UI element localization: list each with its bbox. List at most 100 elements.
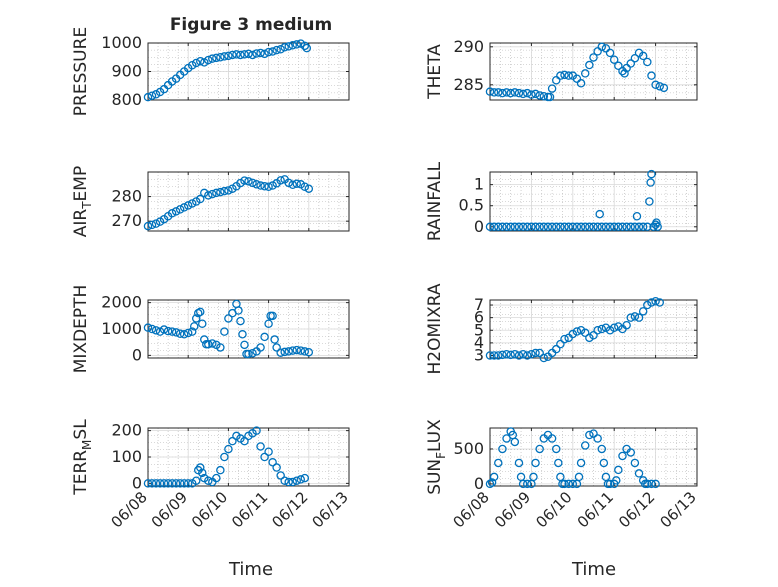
data-point (143, 323, 153, 332)
data-point (643, 479, 652, 489)
data-point (597, 324, 607, 334)
data-point (171, 207, 181, 216)
x-axis-label-right: Time (571, 559, 616, 580)
y-axis-label: PRESSURE (71, 27, 91, 116)
data-point (228, 50, 237, 60)
data-point (634, 469, 644, 478)
y-tick-label: 900 (111, 62, 142, 81)
data-point (543, 222, 553, 232)
data-point (545, 92, 555, 102)
data-point (626, 59, 636, 68)
x-tick-label: 06/12 (268, 488, 311, 531)
data-point (288, 477, 297, 487)
data-point (280, 476, 289, 485)
data-point (292, 40, 301, 49)
y-tick-label: 0 (132, 345, 142, 364)
data-point (514, 222, 524, 232)
data-point (551, 344, 561, 354)
data-point (494, 458, 503, 468)
data-point (292, 345, 301, 355)
data-point (264, 182, 273, 191)
data-point (564, 222, 573, 232)
data-point (272, 463, 281, 472)
subplot-3: 270 280 AIRTEMP (71, 166, 350, 237)
data-point (204, 191, 213, 200)
data-point (171, 479, 181, 488)
data-point (593, 434, 602, 443)
y-tick-label: 800 (111, 90, 142, 109)
data-point (630, 53, 640, 63)
data-point (630, 222, 640, 232)
data-point (143, 479, 153, 488)
y-axis-label: H2OMIXRA (425, 283, 445, 374)
data-point (288, 41, 297, 50)
data-point (614, 222, 623, 232)
data-point (576, 458, 586, 468)
data-point (510, 88, 520, 97)
data-point (276, 176, 285, 185)
y-axis-label: TERRMSL (71, 419, 94, 496)
data-point (280, 43, 289, 52)
data-point (560, 334, 569, 344)
data-point (147, 220, 157, 230)
data-point (585, 222, 594, 232)
data-point (159, 479, 169, 488)
data-point (193, 308, 203, 318)
y-tick-label: 100 (111, 447, 142, 466)
data-point (554, 458, 563, 468)
data-point (539, 91, 549, 101)
data-point (605, 479, 615, 489)
data-point (605, 326, 615, 335)
data-point (155, 479, 165, 488)
data-point (179, 330, 189, 339)
data-point (638, 307, 648, 316)
data-point (556, 222, 565, 232)
data-point (147, 91, 157, 100)
data-point (151, 326, 161, 335)
data-point (506, 222, 515, 232)
data-point (268, 311, 277, 321)
data-point (228, 436, 237, 446)
data-point (179, 479, 189, 488)
data-point (609, 222, 619, 232)
data-point (220, 52, 229, 61)
y-axis-label: RAINFALL (425, 161, 445, 241)
data-point (175, 205, 185, 214)
data-point (601, 44, 611, 53)
data-point (191, 58, 201, 68)
y-tick-label: 0 (132, 473, 142, 492)
data-point (151, 479, 161, 488)
data-point (498, 88, 507, 98)
data-point (183, 201, 193, 210)
data-point (268, 181, 277, 190)
data-point (159, 325, 169, 334)
x-tick-label: 06/11 (574, 488, 617, 531)
data-point (510, 437, 520, 447)
y-tick-label: 0 (474, 217, 484, 236)
data-point (238, 330, 247, 339)
data-point (518, 349, 528, 359)
data-point (276, 348, 285, 357)
x-tick-label: 06/08 (450, 488, 493, 531)
data-point (204, 340, 213, 349)
data-point (198, 319, 207, 328)
y-tick-label: 200 (111, 421, 142, 440)
data-point (614, 61, 623, 71)
data-point (494, 88, 503, 97)
data-point (147, 324, 157, 334)
data-point (523, 88, 532, 98)
data-point (572, 222, 582, 232)
x-tick-label: 06/08 (108, 488, 151, 531)
data-point (270, 335, 279, 344)
data-point (183, 479, 193, 488)
data-point (609, 55, 619, 64)
data-point (212, 53, 221, 63)
y-axis-label: MIXDEPTH (71, 285, 91, 374)
data-point (151, 219, 161, 228)
data-point (187, 199, 197, 208)
data-point (268, 47, 277, 56)
data-point (220, 186, 229, 196)
data-point (236, 50, 245, 60)
